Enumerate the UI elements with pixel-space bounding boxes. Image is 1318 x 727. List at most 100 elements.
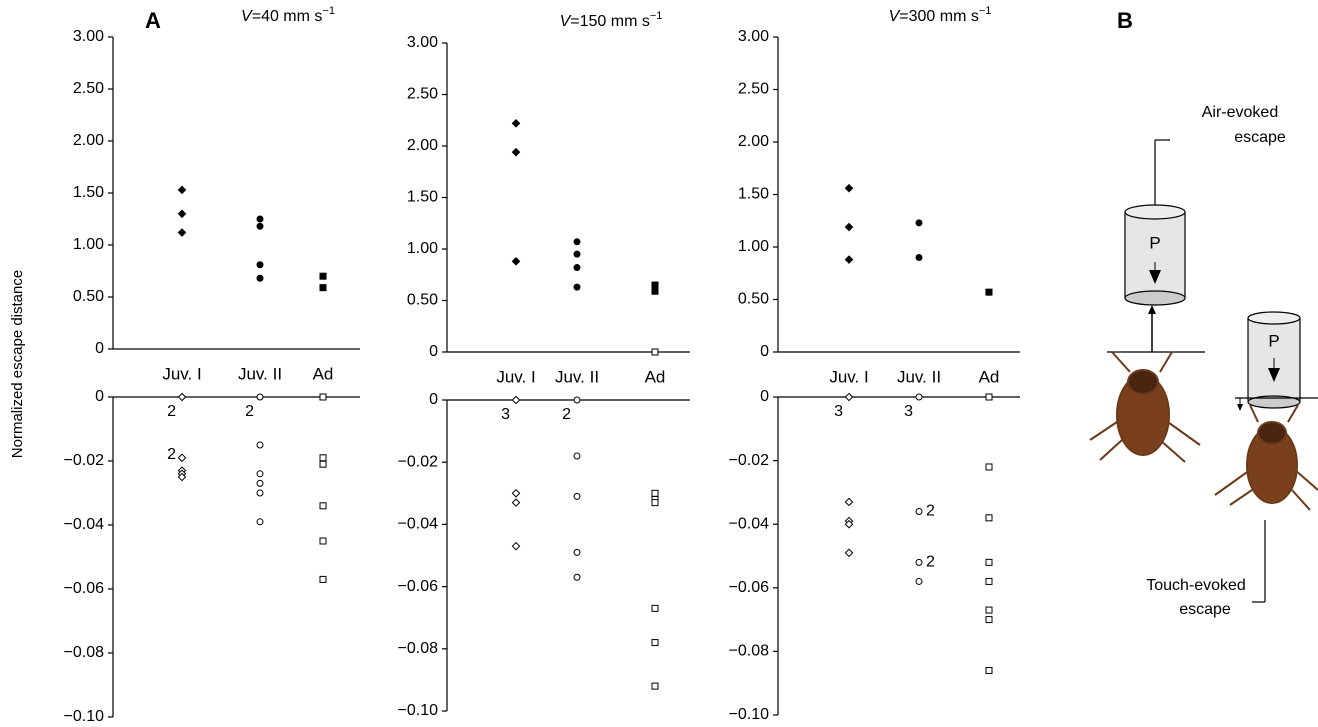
point	[256, 261, 264, 269]
count-label: 2	[167, 403, 176, 420]
panel-label: B	[1117, 8, 1133, 33]
title-text: =150 mm s	[570, 13, 650, 30]
point	[985, 393, 993, 401]
point	[319, 393, 327, 401]
probe-top	[1247, 311, 1301, 325]
probe-label: P	[1268, 331, 1279, 350]
point	[915, 393, 923, 401]
point	[985, 666, 993, 674]
y-tick-label: 0	[429, 343, 438, 360]
y-tick-label: −0.10	[64, 708, 105, 725]
point	[256, 393, 264, 401]
point	[256, 222, 264, 230]
chart-title: V=150 mm s−1	[560, 10, 663, 30]
y-tick-label: −0.04	[398, 516, 439, 533]
y-tick-label: −0.04	[729, 515, 770, 532]
point	[915, 558, 923, 566]
y-axis-label: Normalized escape distance	[9, 270, 26, 458]
y-tick-label: −0.08	[64, 644, 105, 661]
point	[573, 492, 581, 500]
point	[915, 507, 923, 515]
point	[573, 548, 581, 556]
y-tick-label: −0.06	[729, 579, 770, 596]
point	[573, 283, 581, 291]
point	[651, 287, 659, 295]
title-exponent: −1	[322, 5, 335, 17]
y-tick-label: 1.00	[73, 236, 104, 253]
chart-title: V=300 mm s−1	[889, 5, 992, 25]
point	[319, 454, 327, 462]
y-tick-label: −0.06	[398, 578, 439, 595]
count-label: 3	[904, 403, 913, 420]
point	[256, 441, 264, 449]
x-tick-label: Juv. I	[162, 364, 201, 383]
point	[844, 183, 854, 193]
title-text: =40 mm s	[252, 8, 323, 25]
point	[573, 264, 581, 272]
point	[844, 222, 854, 232]
y-tick-label: −0.08	[729, 643, 770, 660]
y-tick-label: 0.50	[407, 292, 438, 309]
point	[256, 518, 264, 526]
point	[256, 215, 264, 223]
point	[511, 147, 521, 157]
arrowhead	[1268, 368, 1280, 382]
y-tick-label: 3.00	[73, 28, 104, 45]
y-tick-label: 1.50	[73, 184, 104, 201]
y-tick-label: −0.02	[729, 452, 770, 469]
point	[844, 255, 854, 264]
title-symbol: V	[889, 8, 901, 25]
y-tick-label: −0.04	[64, 516, 105, 533]
point	[985, 514, 993, 522]
point	[319, 272, 327, 280]
point	[651, 489, 659, 497]
y-tick-label: −0.10	[398, 702, 439, 719]
probe-label: P	[1149, 233, 1160, 252]
arrowhead	[1149, 270, 1161, 284]
point	[915, 219, 923, 227]
point	[256, 274, 264, 282]
y-tick-label: 2.50	[407, 86, 438, 103]
y-tick-label: 1.50	[738, 186, 769, 203]
title-exponent: −1	[650, 10, 663, 22]
point	[573, 573, 581, 581]
point	[177, 472, 187, 482]
arrowhead	[1148, 305, 1156, 314]
x-tick-label: Juv. I	[496, 367, 535, 386]
arrowhead	[1237, 404, 1243, 411]
point	[573, 452, 581, 460]
probe-top	[1124, 204, 1186, 220]
y-tick-label: 1.00	[738, 238, 769, 255]
count-label: 2	[562, 406, 571, 423]
y-tick-label: 1.00	[407, 240, 438, 257]
point	[844, 519, 854, 529]
point	[177, 228, 187, 237]
point	[651, 499, 659, 507]
touch-label: Touch-evoked	[1146, 577, 1246, 594]
point	[844, 548, 854, 558]
y-tick-label: 0	[95, 388, 104, 405]
point	[844, 497, 854, 507]
point	[256, 479, 264, 487]
air-label: Air-evoked	[1202, 104, 1278, 121]
point	[319, 537, 327, 545]
point	[319, 460, 327, 468]
point	[511, 498, 521, 507]
point	[177, 392, 187, 402]
x-tick-label: Ad	[313, 364, 334, 383]
point	[985, 558, 993, 566]
point	[511, 257, 521, 266]
y-tick-label: −0.10	[729, 706, 770, 723]
cockroach	[1089, 351, 1201, 463]
y-tick-label: 2.00	[738, 133, 769, 150]
probe-bottom	[1124, 290, 1186, 306]
title-text: =300 mm s	[899, 8, 979, 25]
cockroach	[1214, 404, 1318, 511]
air-label: escape	[1234, 129, 1286, 146]
y-tick-label: 3.00	[407, 34, 438, 51]
y-tick-label: 2.50	[738, 81, 769, 98]
point	[985, 463, 993, 471]
y-tick-label: 0	[760, 343, 769, 360]
y-tick-label: 0	[760, 388, 769, 405]
